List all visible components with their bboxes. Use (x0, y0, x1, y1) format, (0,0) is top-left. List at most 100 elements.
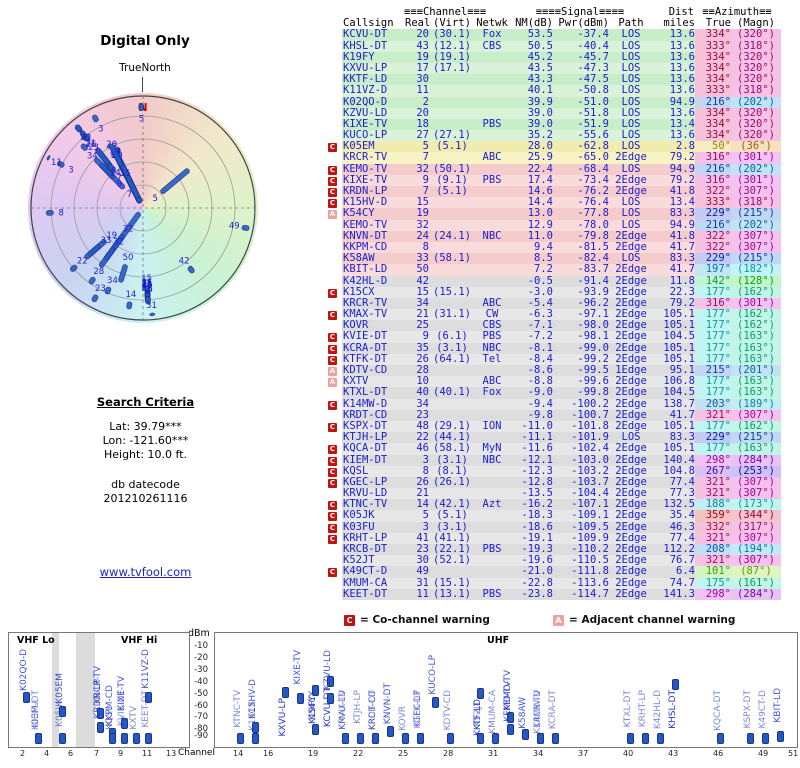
station-label: K14MW-D (533, 690, 543, 735)
table-body: KCVU-DT 20 (30.1) Fox 53.5 -37.4 LOS 13.6 334° (3… (328, 29, 788, 600)
station-label: K15CX (248, 700, 258, 731)
path-cell: 2Edge (609, 465, 653, 477)
path-cell: LOS (609, 40, 653, 52)
adjacent-channel-warning-icon: A (328, 367, 337, 376)
path-cell: 2Edge (609, 487, 653, 500)
radar-marker (108, 143, 124, 167)
azimuth-true-cell: 298° (695, 588, 731, 600)
azimuth-magn-cell: (161°) (731, 577, 781, 589)
network-cell (475, 532, 509, 544)
network-cell: PBS (475, 331, 509, 343)
signal-table: ≡≡≡Channel≡≡≡ ≡≡≡≡Signal≡≡≡≡ Dist ≡≡Azim… (328, 6, 788, 600)
table-row: KBIT-LD 50 7.2 -83.7 2Edge 41.7 197° (182°) (328, 264, 788, 276)
power-cell: -101.8 (553, 420, 609, 433)
real-channel-cell: 3 (405, 521, 429, 533)
noise-margin-cell: -18.6 (509, 521, 553, 533)
azimuth-magn-cell: (344°) (731, 510, 781, 522)
callsign-cell: K19FY (342, 51, 405, 63)
real-channel-cell: 21 (405, 487, 429, 500)
radar-channel-label: 3 (68, 166, 73, 176)
noise-margin-cell: -19.1 (509, 532, 553, 544)
table-row: KEMO-TV 32 12.9 -78.0 LOS 94.9 216° (202°) (328, 219, 788, 231)
vhf-channel-tick: 6 (68, 749, 74, 758)
azimuth-true-cell: 216° (695, 96, 731, 108)
noise-margin-cell: -9.0 (509, 387, 553, 399)
callsign-cell: K05EM (342, 140, 405, 153)
radar-marker (95, 147, 111, 166)
noise-margin-cell: -22.8 (509, 577, 553, 589)
radar-channel-label: 7 (116, 173, 121, 183)
callsign-cell: KTJH-LP (342, 431, 405, 444)
azimuth-true-cell: 197° (695, 264, 731, 276)
virtual-channel-cell (429, 118, 475, 131)
station-label: K49CT-D (758, 690, 768, 729)
real-channel-cell: 20 (405, 29, 429, 41)
station-marker (672, 679, 679, 691)
network-cell: CBS (475, 319, 509, 332)
station-label: K02QO-D (19, 649, 29, 692)
virtual-channel-cell (429, 320, 475, 332)
warning-cell: C (328, 343, 342, 354)
power-cell: -103.7 (553, 476, 609, 489)
azimuth-magn-cell: (163°) (731, 331, 781, 343)
path-cell: LOS (609, 431, 653, 444)
callsign-cell: KKTF-LD (342, 73, 405, 86)
tvfool-link[interactable]: www.tvfool.com (99, 565, 192, 579)
virtual-channel-cell: (8.1) (429, 465, 475, 477)
radar-channel-label: 5 (139, 114, 144, 124)
callsign-cell: K14MW-D (342, 398, 405, 410)
network-cell: ABC (475, 375, 509, 388)
real-channel-cell: 3 (405, 454, 429, 466)
path-cell: 2Edge (609, 375, 653, 388)
azimuth-magn-cell: (318°) (731, 85, 781, 97)
warning-cell (328, 264, 342, 275)
uhf-channel-tick: 40 (623, 749, 634, 758)
db-datecode-value: 201210261116 (103, 492, 188, 505)
callsign-cell: K15HV-D (342, 196, 405, 209)
radar-channel-label: 50 (123, 253, 134, 263)
radar-marker (104, 286, 112, 295)
true-north-label: TrueNorth (119, 62, 171, 74)
power-cell: -99.6 (553, 375, 609, 388)
azimuth-true-cell: 177° (695, 286, 731, 298)
station-marker (372, 733, 379, 744)
station-label: KTJH-LP (353, 690, 363, 725)
vhf-channel-tick: 4 (44, 749, 50, 758)
virtual-channel-cell: (3.1) (429, 454, 475, 466)
station-marker (23, 691, 30, 703)
table-row: C K05EM 5 (5.1) 28.0 -62.8 LOS 2.8 50° (36°) (328, 140, 788, 153)
virtual-channel-cell: (5.1) (429, 510, 475, 522)
network-cell (475, 365, 509, 377)
co-channel-warning-icon: C (328, 199, 337, 209)
path-cell: 2Edge (609, 521, 653, 533)
path-cell: LOS (609, 118, 653, 131)
dist-group-header: Dist (668, 6, 694, 18)
noise-margin-cell: -5.4 (509, 297, 553, 310)
power-cell: -45.7 (553, 51, 609, 63)
page-title: Digital Only (100, 33, 190, 49)
table-row: C KRDN-LP 7 (5.1) 14.6 -76.2 2Edge 41.8 322° (307… (328, 185, 788, 198)
virtual-channel-cell (429, 219, 475, 231)
virtual-channel-cell: (58.1) (429, 252, 475, 265)
virtual-channel-cell: (41.1) (429, 532, 475, 544)
path-cell: LOS (609, 96, 653, 108)
azimuth-magn-cell: (162°) (731, 319, 781, 332)
virtual-channel-cell: (58.1) (429, 443, 475, 455)
station-label: KOVR (398, 705, 408, 731)
uhf-channel-tick: 14 (233, 749, 244, 758)
network-cell: CW (475, 308, 509, 321)
station-marker (507, 723, 514, 735)
distance-cell: 104.5 (653, 387, 695, 399)
azimuth-true-cell: 142° (695, 275, 731, 287)
azimuth-magn-cell: (128°) (731, 275, 781, 287)
virtual-channel-cell (429, 241, 475, 254)
warning-cell (328, 41, 342, 52)
real-channel-cell: 11 (405, 85, 429, 97)
path-cell: 2Edge (609, 543, 653, 556)
network-cell: MyN (475, 443, 509, 455)
station-marker (642, 733, 649, 744)
table-row: C K15HV-D 15 14.4 -76.4 LOS 13.4 333° (318°) (328, 196, 788, 209)
dbm-tick-label: -10 (194, 641, 208, 651)
callsign-cell: K02QO-D (342, 96, 405, 108)
distance-cell: 79.2 (653, 297, 695, 310)
